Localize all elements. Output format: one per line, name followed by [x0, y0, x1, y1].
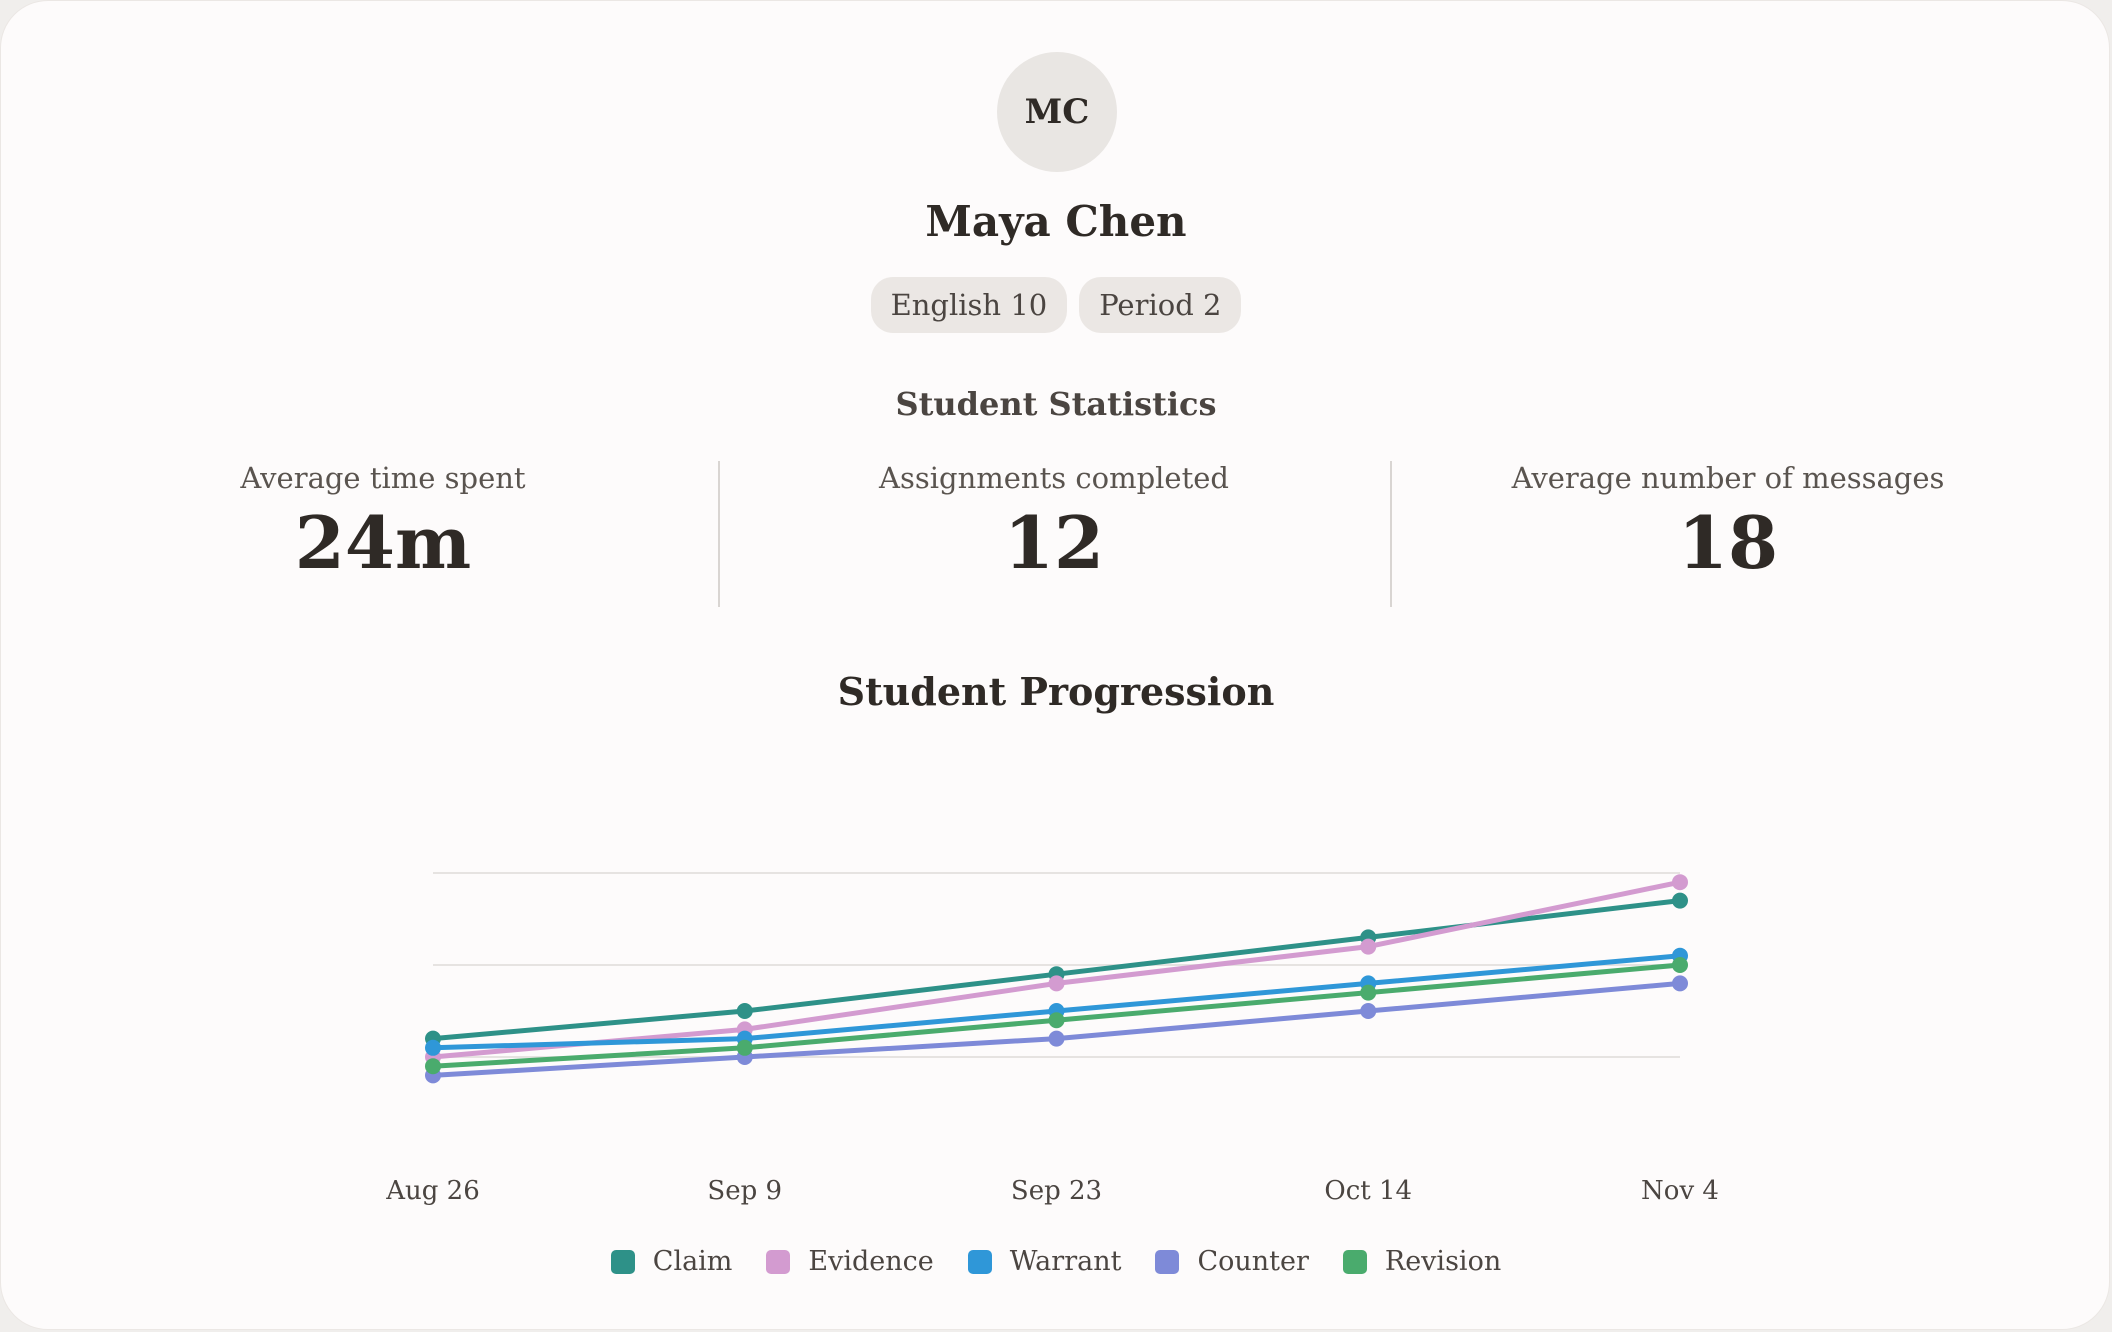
legend-item-revision: Revision — [1342, 1246, 1502, 1277]
stat-label: Average number of messages — [1511, 461, 1945, 495]
avatar-initials: MC — [1024, 92, 1090, 132]
student-name: Maya Chen — [925, 197, 1187, 246]
legend-label: Revision — [1384, 1246, 1502, 1277]
legend-label: Claim — [652, 1246, 733, 1277]
legend-item-counter: Counter — [1155, 1246, 1309, 1277]
data-point-evidence — [1048, 975, 1065, 992]
stat-label: Assignments completed — [879, 461, 1229, 495]
data-point-counter — [1048, 1030, 1065, 1047]
data-point-claim — [1672, 892, 1688, 909]
data-point-revision — [736, 1039, 753, 1056]
data-point-claim — [736, 1003, 753, 1019]
stat-value: 18 — [1677, 500, 1779, 585]
avatar: MC — [997, 52, 1117, 172]
data-point-warrant — [425, 1039, 441, 1056]
legend-swatch — [610, 1249, 635, 1274]
x-tick-label: Sep 23 — [1011, 1176, 1102, 1206]
legend-swatch — [1342, 1249, 1367, 1274]
data-point-counter — [1672, 975, 1688, 992]
legend-label: Evidence — [808, 1246, 934, 1277]
data-point-evidence — [1672, 874, 1688, 891]
legend-label: Counter — [1197, 1246, 1309, 1277]
stat-assignments-completed: Assignments completed 12 — [854, 461, 1254, 579]
x-tick-label: Nov 4 — [1641, 1176, 1719, 1206]
stat-divider — [718, 461, 720, 607]
series-line-counter — [432, 980, 1681, 1078]
tag-course: English 10 — [870, 277, 1068, 333]
stat-label: Average time spent — [240, 461, 526, 495]
x-tick-label: Aug 26 — [385, 1176, 480, 1206]
x-tick-label: Oct 14 — [1324, 1176, 1412, 1206]
statistics-row: Average time spent 24m Assignments compl… — [1, 461, 2111, 607]
stat-average-time: Average time spent 24m — [233, 461, 533, 579]
data-point-revision — [1048, 1012, 1065, 1029]
progression-chart: Aug 26 Sep 9 Sep 23 Oct 14 Nov 4 — [385, 872, 1719, 1206]
data-point-revision — [1360, 984, 1377, 1001]
legend-swatch — [1155, 1249, 1180, 1274]
student-tags: English 10 Period 2 — [1, 277, 2111, 333]
legend-item-evidence: Evidence — [766, 1246, 934, 1277]
legend-item-claim: Claim — [610, 1246, 733, 1277]
stat-value: 24m — [294, 500, 472, 585]
statistics-title: Student Statistics — [895, 385, 1217, 423]
data-point-counter — [1360, 1003, 1377, 1019]
tag-period: Period 2 — [1079, 277, 1242, 333]
legend-swatch — [967, 1249, 992, 1274]
data-point-revision — [1672, 957, 1688, 973]
chart-title: Student Progression — [837, 669, 1275, 714]
legend-item-warrant: Warrant — [967, 1246, 1122, 1277]
chart-legend: Claim Evidence Warrant Counter Revision — [1, 1246, 2111, 1277]
stat-value: 12 — [1003, 500, 1105, 585]
legend-swatch — [766, 1249, 791, 1274]
x-tick-label: Sep 9 — [707, 1176, 782, 1206]
stat-average-messages: Average number of messages 18 — [1488, 461, 1968, 579]
legend-label: Warrant — [1009, 1246, 1122, 1277]
data-point-revision — [425, 1058, 441, 1075]
stat-divider — [1390, 461, 1392, 607]
data-point-evidence — [1360, 938, 1377, 955]
